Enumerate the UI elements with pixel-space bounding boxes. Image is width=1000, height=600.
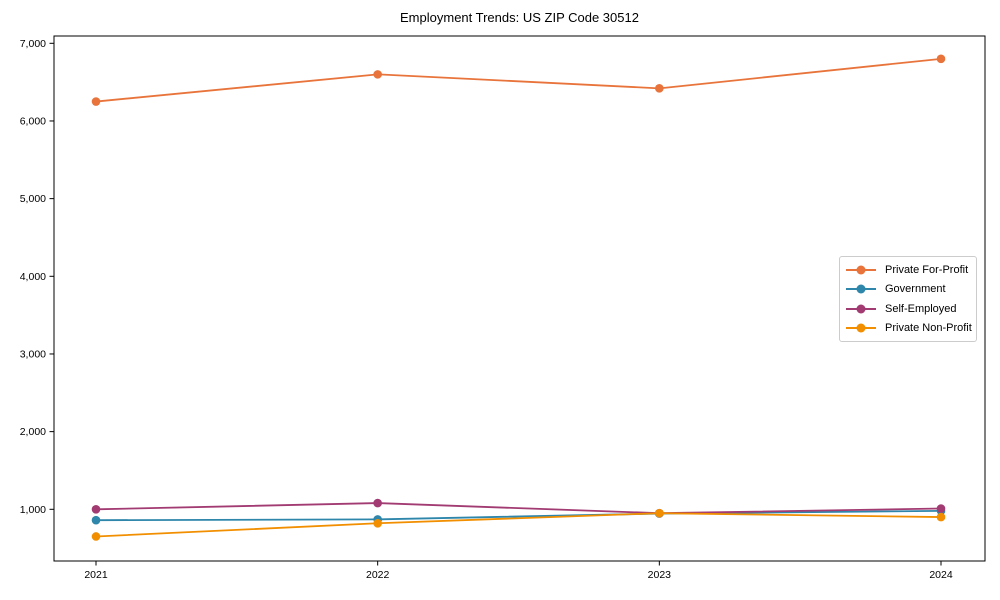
data-point-government	[91, 515, 101, 525]
data-point-private-for-profit	[655, 84, 664, 93]
legend-label-private-non-profit: Private Non-Profit	[885, 322, 972, 335]
x-tick-label: 2024	[929, 569, 953, 581]
y-tick-label: 6,000	[20, 116, 46, 128]
legend-item-government: Government	[846, 280, 970, 298]
chart-title: Employment Trends: US ZIP Code 30512	[400, 10, 639, 25]
data-point-private-non-profit	[655, 508, 664, 518]
legend: Private For-Profit Government Self-Employe…	[839, 256, 977, 342]
x-tick-label: 2021	[84, 569, 108, 581]
legend-line-dot-icon	[846, 323, 876, 333]
data-point-self-employed	[91, 505, 101, 514]
legend-line-dot-icon	[846, 265, 876, 275]
series-line-government	[95, 509, 942, 522]
legend-label-self-employed: Self-Employed	[885, 302, 957, 315]
legend-item-self-employed: Self-Employed	[846, 300, 970, 318]
data-point-private-non-profit	[91, 532, 101, 541]
series-line-private-non-profit	[95, 512, 942, 538]
y-tick-label: 5,000	[20, 193, 46, 205]
legend-line-dot-icon	[846, 284, 876, 294]
data-point-private-for-profit	[373, 70, 382, 79]
data-point-private-for-profit	[91, 97, 101, 106]
y-tick-label: 1,000	[20, 504, 46, 516]
series-line-private-for-profit	[95, 57, 942, 103]
legend-line-dot-icon	[846, 304, 876, 314]
data-point-private-non-profit	[373, 518, 382, 528]
plot-frame	[53, 35, 986, 562]
y-tick-label: 4,000	[20, 271, 46, 283]
legend-item-private-non-profit: Private Non-Profit	[846, 319, 972, 337]
y-tick-label: 7,000	[20, 38, 46, 50]
y-tick-label: 2,000	[20, 426, 46, 438]
legend-item-private-for-profit: Private For-Profit	[846, 261, 970, 279]
legend-label-private-for-profit: Private For-Profit	[885, 263, 969, 276]
y-tick-label: 3,000	[20, 349, 46, 361]
legend-label-government: Government	[885, 283, 946, 296]
x-tick-label: 2023	[648, 569, 672, 581]
x-tick-label: 2022	[366, 569, 390, 581]
series-line-self-employed	[95, 502, 942, 515]
data-point-private-for-profit	[936, 54, 946, 64]
data-point-self-employed	[373, 498, 382, 508]
data-point-private-non-profit	[936, 512, 946, 522]
data-point-self-employed	[936, 504, 946, 513]
